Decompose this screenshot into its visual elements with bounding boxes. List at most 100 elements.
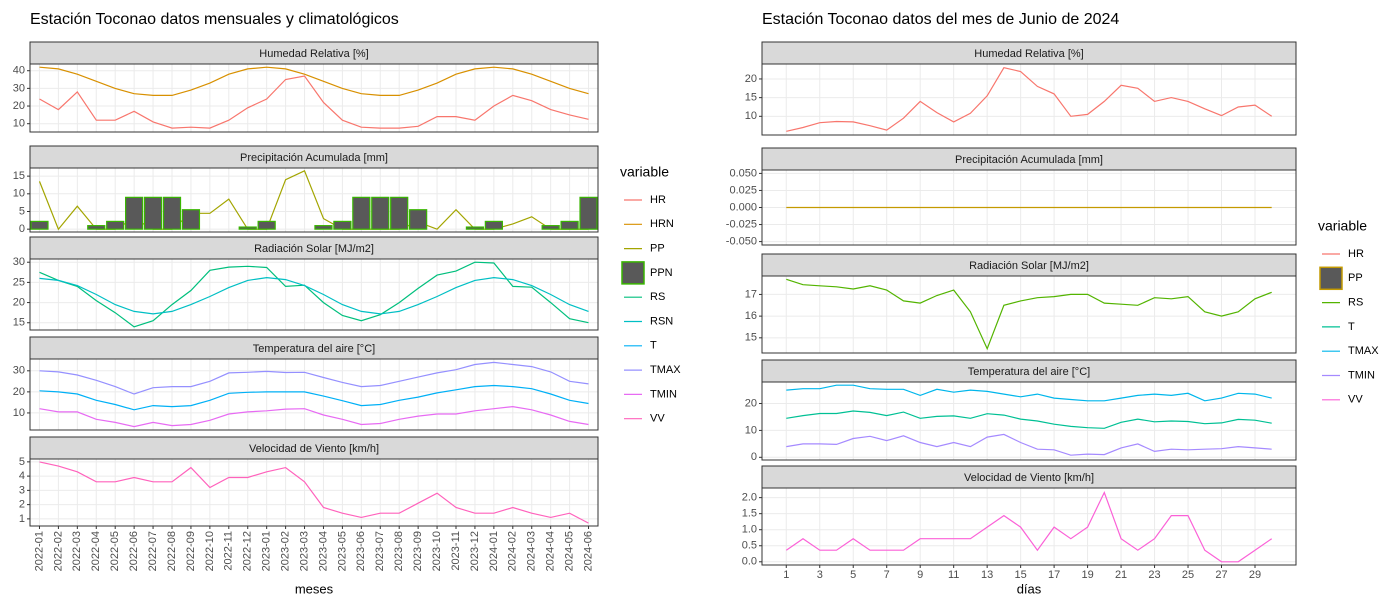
x-tick-label: 2024-05 bbox=[564, 531, 576, 571]
y-tick-label: 40 bbox=[13, 65, 25, 77]
panel-bg bbox=[30, 64, 598, 132]
y-tick-label: 5 bbox=[19, 456, 25, 468]
y-tick-label: 1.0 bbox=[742, 524, 757, 536]
y-tick-label: 30 bbox=[13, 256, 25, 268]
legend-label: VV bbox=[650, 413, 665, 425]
bar bbox=[143, 196, 163, 230]
x-tick-label: 2023-03 bbox=[298, 531, 310, 571]
series-line bbox=[39, 405, 589, 428]
x-tick-label: 2022-01 bbox=[33, 531, 45, 571]
x-tick-label: 7 bbox=[884, 569, 890, 581]
x-tick-label: 2024-06 bbox=[582, 531, 594, 571]
legend-label: TMAX bbox=[1348, 345, 1379, 357]
series-line bbox=[39, 361, 589, 395]
y-tick-label: 20 bbox=[745, 73, 757, 85]
x-tick-label: 2024-01 bbox=[488, 531, 500, 571]
y-tick-label: -0.025 bbox=[726, 218, 757, 230]
bar bbox=[541, 225, 560, 230]
series-line bbox=[786, 384, 1272, 402]
bar bbox=[314, 225, 333, 230]
y-tick-label: 0.000 bbox=[729, 201, 757, 213]
y-tick-label: 10 bbox=[13, 118, 25, 130]
bar bbox=[560, 220, 579, 230]
x-axis-title: meses bbox=[295, 581, 334, 596]
x-tick-label: 2023-06 bbox=[355, 531, 367, 571]
legend-label: VV bbox=[1348, 394, 1363, 406]
x-tick-label: 2022-05 bbox=[109, 531, 121, 571]
series-line bbox=[786, 410, 1272, 429]
x-tick-label: 13 bbox=[981, 569, 993, 581]
x-tick-label: 2022-06 bbox=[128, 531, 140, 571]
bar bbox=[409, 209, 428, 230]
legend-label: HR bbox=[650, 194, 666, 206]
legend-label: RS bbox=[650, 291, 665, 303]
strip-title: Velocidad de Viento [km/h] bbox=[964, 472, 1094, 484]
x-tick-label: 2022-11 bbox=[223, 531, 235, 571]
x-tick-label: 9 bbox=[917, 569, 923, 581]
series-line bbox=[39, 384, 589, 411]
y-tick-label: 15 bbox=[13, 170, 25, 182]
x-tick-label: 15 bbox=[1015, 569, 1027, 581]
x-tick-label: 2024-04 bbox=[545, 531, 557, 571]
y-tick-label: 0 bbox=[19, 223, 25, 235]
x-tick-label: 19 bbox=[1081, 569, 1093, 581]
strip-title: Velocidad de Viento [km/h] bbox=[249, 443, 379, 455]
bar bbox=[352, 196, 371, 230]
y-tick-label: 10 bbox=[745, 110, 757, 122]
x-tick-label: 2023-02 bbox=[280, 531, 292, 571]
panel-bg bbox=[30, 459, 598, 526]
bar bbox=[238, 226, 257, 230]
series-line bbox=[39, 461, 589, 524]
panel-border bbox=[29, 63, 599, 133]
panel-bg bbox=[762, 488, 1296, 565]
y-tick-label: 30 bbox=[13, 365, 25, 377]
y-tick-label: 1 bbox=[19, 513, 25, 525]
series-line bbox=[39, 276, 589, 315]
y-tick-label: 5 bbox=[19, 205, 25, 217]
y-tick-label: 0.0 bbox=[742, 556, 757, 568]
y-tick-label: 20 bbox=[13, 296, 25, 308]
x-tick-label: 2022-09 bbox=[185, 531, 197, 571]
x-tick-label: 2022-12 bbox=[242, 531, 254, 571]
legend-label: T bbox=[1348, 321, 1355, 333]
legend-label: HRN bbox=[650, 218, 674, 230]
bar bbox=[162, 196, 182, 230]
chart-title: Estación Toconao datos mensuales y clima… bbox=[30, 11, 399, 28]
series-line bbox=[786, 278, 1272, 351]
y-tick-label: 0.5 bbox=[742, 540, 757, 552]
panel-border bbox=[761, 275, 1297, 354]
x-tick-label: 2022-04 bbox=[90, 531, 102, 571]
panel-border bbox=[761, 487, 1297, 566]
panel-border bbox=[761, 381, 1297, 461]
y-tick-label: 15 bbox=[745, 92, 757, 104]
x-tick-label: 2022-02 bbox=[52, 531, 64, 571]
strip-title: Humedad Relativa [%] bbox=[974, 48, 1083, 60]
y-tick-label: 15 bbox=[13, 317, 25, 329]
chart-title: Estación Toconao datos del mes de Junio … bbox=[762, 11, 1119, 28]
bar bbox=[371, 196, 390, 230]
strip-title: Temperatura del aire [°C] bbox=[968, 366, 1090, 378]
panel-border bbox=[29, 167, 599, 233]
bar bbox=[125, 196, 144, 230]
bar bbox=[181, 209, 201, 230]
panel-border bbox=[29, 258, 599, 331]
x-tick-label: 2022-10 bbox=[204, 531, 216, 571]
legend-title: variable bbox=[1318, 218, 1367, 234]
legend-title: variable bbox=[620, 164, 669, 180]
y-tick-label: 17 bbox=[745, 288, 757, 300]
legend-label: RSN bbox=[650, 315, 673, 327]
x-tick-label: 3 bbox=[817, 569, 823, 581]
y-tick-label: 0.050 bbox=[729, 167, 757, 179]
y-tick-label: 10 bbox=[13, 188, 25, 200]
series-line bbox=[39, 66, 589, 96]
legend-label: T bbox=[650, 340, 657, 352]
strip-title: Precipitación Acumulada [mm] bbox=[240, 152, 388, 164]
y-tick-label: 4 bbox=[19, 470, 25, 482]
x-tick-label: 2022-08 bbox=[166, 531, 178, 571]
x-tick-label: 2024-02 bbox=[507, 531, 519, 571]
x-tick-label: 2023-01 bbox=[261, 531, 273, 571]
x-tick-label: 21 bbox=[1115, 569, 1127, 581]
strip-title: Humedad Relativa [%] bbox=[259, 48, 368, 60]
y-tick-label: 20 bbox=[745, 397, 757, 409]
